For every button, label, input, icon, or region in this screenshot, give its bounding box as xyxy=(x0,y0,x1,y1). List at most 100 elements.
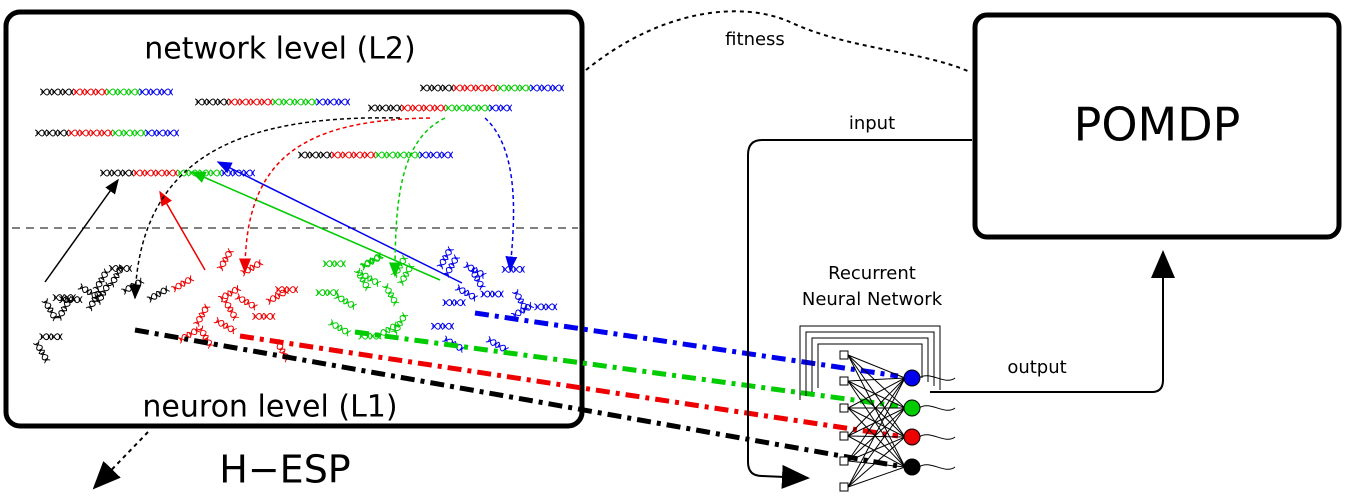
dna-rung xyxy=(361,279,369,289)
dna-strand xyxy=(464,292,476,302)
connection xyxy=(847,354,906,379)
dna-rung xyxy=(487,338,497,346)
dna-rung xyxy=(509,86,518,90)
dna-rung xyxy=(501,106,510,110)
dna-rung xyxy=(87,300,96,310)
dna-rung xyxy=(172,283,182,291)
neural-network xyxy=(799,325,956,492)
connection xyxy=(847,377,906,488)
dna-strand xyxy=(399,314,409,326)
arrow xyxy=(216,161,463,284)
dna xyxy=(472,266,487,280)
dna-rung xyxy=(80,131,89,135)
h-esp-box xyxy=(3,9,585,429)
dna xyxy=(327,319,342,332)
pomdp-label: POMDP xyxy=(1074,98,1241,152)
arrow xyxy=(190,171,441,281)
dna xyxy=(94,88,108,96)
dna xyxy=(452,84,466,92)
dna-rung xyxy=(392,324,401,334)
dna-strand xyxy=(130,277,142,287)
dna xyxy=(127,88,141,96)
dna-rung xyxy=(493,292,502,297)
dna xyxy=(252,312,265,320)
dna-rung xyxy=(457,106,466,110)
dna xyxy=(520,301,535,314)
dna-strand xyxy=(36,340,46,352)
dna-strand xyxy=(445,266,455,278)
dna xyxy=(353,267,366,282)
neuron-link xyxy=(239,333,899,439)
dna-rung xyxy=(107,90,116,94)
dna-rung xyxy=(102,131,111,135)
dna-rung xyxy=(546,304,555,309)
dna-strand xyxy=(213,319,225,329)
dna-rung xyxy=(287,287,296,292)
dna-strand xyxy=(120,282,133,292)
dna-rung xyxy=(454,86,463,90)
dna-rung xyxy=(43,300,51,309)
dna xyxy=(121,169,135,177)
arrow xyxy=(484,117,518,272)
dna-rung xyxy=(343,153,352,157)
dna xyxy=(143,169,157,177)
dna-rung xyxy=(118,90,127,94)
dna xyxy=(61,88,75,96)
dna xyxy=(216,98,230,106)
dna-rung xyxy=(465,86,474,90)
dna-rung xyxy=(195,315,203,325)
dna-strand xyxy=(224,297,234,309)
dna xyxy=(387,292,400,307)
output-tail xyxy=(918,375,956,381)
dna-rung xyxy=(100,271,108,281)
dna xyxy=(293,98,307,106)
dna xyxy=(99,169,113,177)
dna xyxy=(149,88,163,96)
output-tail xyxy=(918,434,956,440)
dna-rung xyxy=(91,131,100,135)
dna-rung xyxy=(267,295,277,303)
dna-rung xyxy=(345,299,355,308)
dna xyxy=(271,98,285,106)
dna xyxy=(231,169,245,177)
dna xyxy=(400,104,414,112)
dna xyxy=(337,324,352,337)
dna-rung xyxy=(229,100,238,104)
dna-rung xyxy=(85,90,94,94)
dna xyxy=(194,98,208,106)
dna xyxy=(209,169,223,177)
dna xyxy=(98,268,111,283)
dna-rung xyxy=(57,309,65,319)
dna xyxy=(196,325,209,340)
dna xyxy=(99,281,112,296)
dna xyxy=(227,307,240,321)
input-unit xyxy=(839,403,849,413)
arrow xyxy=(44,178,119,283)
dna-rung xyxy=(52,90,61,94)
dna-rung xyxy=(456,286,466,294)
dna-rung xyxy=(384,284,392,294)
dna-rung xyxy=(490,106,499,110)
dna-rung xyxy=(74,90,83,94)
dna-strand xyxy=(77,286,89,296)
dna-rung xyxy=(246,300,256,309)
dna-strand xyxy=(95,280,105,292)
dna-strand xyxy=(219,260,229,272)
dna-rung xyxy=(168,131,177,135)
dna-rung xyxy=(432,86,441,90)
dna xyxy=(83,88,97,96)
dna-strands xyxy=(32,84,565,364)
dna-rung xyxy=(474,269,484,277)
dna xyxy=(491,290,504,298)
dna-rung xyxy=(218,100,227,104)
dna-rung xyxy=(262,100,271,104)
dna-rung xyxy=(101,284,110,294)
dna xyxy=(238,98,252,106)
dna-rung xyxy=(476,86,485,90)
dna xyxy=(130,277,145,290)
neuron xyxy=(903,399,921,417)
connection xyxy=(847,377,906,409)
dna xyxy=(160,88,174,96)
connection xyxy=(847,407,906,462)
dna-strand xyxy=(357,267,366,279)
